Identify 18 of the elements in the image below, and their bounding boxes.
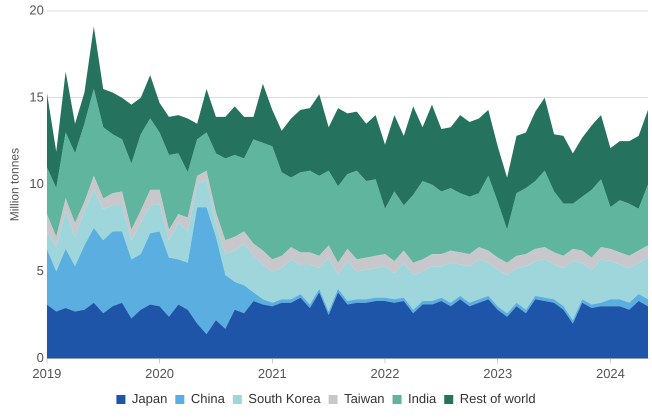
legend-label: Japan [132,391,168,406]
y-tick-label: 20 [29,2,44,18]
x-tick-label: 2023 [483,366,512,381]
x-tick-label: 2021 [258,366,287,381]
legend-label: China [190,391,226,406]
x-tick-label: 2020 [145,366,174,381]
x-tick-label: 2022 [370,366,400,381]
x-tick-label: 2019 [32,366,62,381]
legend-label: India [408,391,437,406]
legend-label: Taiwan [344,391,385,406]
y-tick-label: 0 [36,350,44,365]
legend-label: Rest of world [460,391,536,406]
y-tick-label: 15 [29,89,44,104]
x-tick-label: 2024 [596,366,625,381]
y-tick-label: 10 [29,176,44,192]
y-tick-label: 5 [36,263,44,278]
y-axis-title: Million tonnes [8,148,22,222]
legend-label: South Korea [248,391,322,406]
